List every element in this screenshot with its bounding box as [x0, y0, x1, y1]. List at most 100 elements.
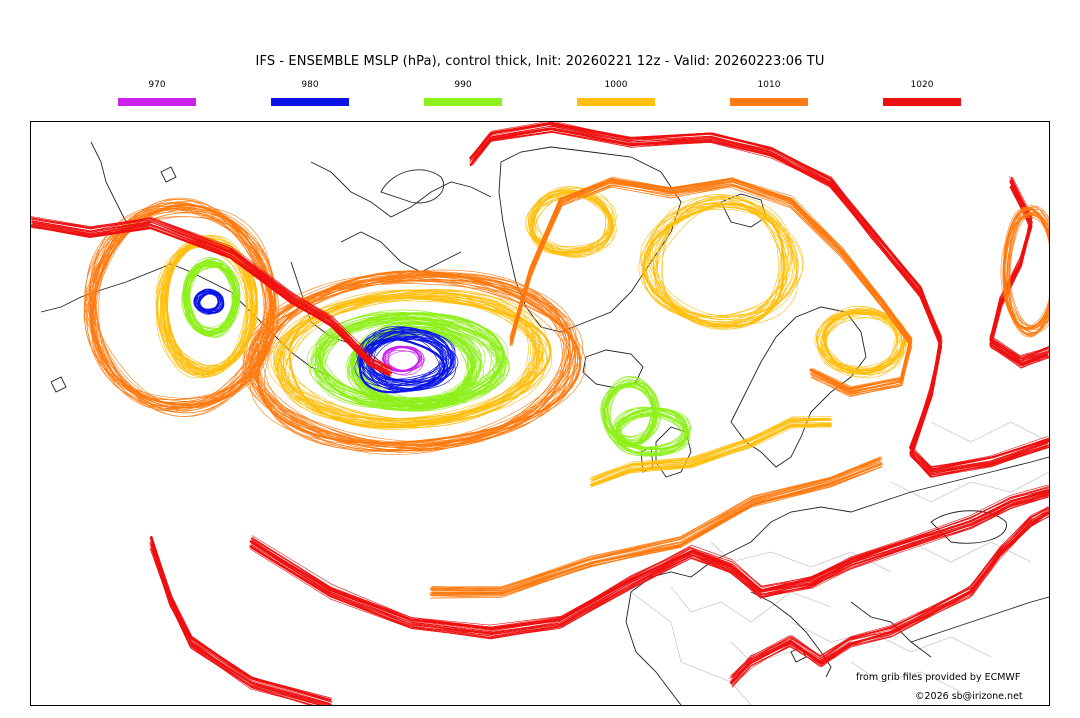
isobar-contours [31, 122, 1049, 705]
isobar-990-iceland [609, 384, 660, 446]
isobar-1000-europe [590, 422, 833, 485]
isobar-990-atlantic [355, 326, 478, 404]
isobar-1010-arctic [510, 185, 911, 394]
isobar-1010-europe [430, 461, 881, 593]
pressure-map [31, 122, 1049, 705]
isobar-1020-east [991, 182, 1049, 361]
isobar-1020-east [989, 181, 1049, 360]
isobar-1000-atlantic [278, 295, 540, 425]
isobar-1000-arctic [654, 203, 799, 325]
isobar-1000-arctic [655, 197, 798, 318]
isobar-1000-greenland [533, 195, 615, 257]
isobar-990-alaska [185, 258, 237, 330]
isobar-1020-east [991, 181, 1049, 364]
isobar-1020-arctic [469, 127, 1049, 473]
isobar-1000-europe [591, 416, 832, 478]
isobar-990-alaska [187, 266, 239, 337]
isobar-1000-greenland [531, 196, 613, 258]
legend-label: 1000 [604, 80, 628, 90]
isobar-1010-alaska [86, 207, 269, 409]
isobar-990-norwegian [618, 414, 690, 456]
isobar-1020-arctic [472, 124, 1049, 471]
isobar-1020-arctic [471, 129, 1049, 475]
isobar-1000-atlantic [267, 296, 529, 428]
isobar-990-atlantic [353, 330, 476, 408]
isobar-1020-arctic [470, 122, 1049, 470]
isobar-1000-greenland [528, 189, 610, 250]
isobar-1010-arctic [510, 184, 913, 398]
isobar-1020-mediterranean [732, 512, 1049, 683]
isobar-1000-arctic [642, 198, 787, 321]
isobar-1020-arctic [471, 129, 1049, 473]
legend-swatch [730, 98, 808, 106]
isobar-1010-europe [431, 466, 883, 596]
isobar-1020-europe [249, 493, 1049, 634]
isobar-1020-azores [151, 536, 332, 699]
isobar-1010-east-edge [1003, 214, 1049, 336]
isobar-1020-europe [249, 495, 1049, 635]
legend-swatch [577, 98, 655, 106]
isobar-990-iceland [608, 383, 659, 445]
isobar-1000-barents [821, 310, 903, 372]
isobar-990-atlantic-outer [309, 312, 499, 402]
isobar-990-alaska [183, 265, 235, 336]
isobar-970-atlantic [381, 350, 419, 375]
isobar-1020-arctic [470, 122, 1049, 468]
isobar-1000-barents [822, 313, 904, 375]
isobar-1020-mediterranean [730, 512, 1049, 683]
isobar-1000-barents [824, 308, 906, 370]
isobar-1010-arctic [509, 176, 913, 387]
chart-title: IFS - ENSEMBLE MSLP (hPa), control thick… [255, 54, 825, 69]
isobar-1010-alaska [91, 202, 273, 404]
isobar-1020-europe [251, 487, 1049, 628]
isobar-1010-east-edge [1009, 208, 1049, 330]
isobar-1000-atlantic [284, 293, 548, 424]
isobar-990-norwegian [617, 411, 689, 453]
isobar-1020-east [989, 179, 1049, 360]
isobar-1000-arctic [640, 202, 783, 326]
legend-label: 1010 [757, 80, 781, 90]
isobar-1000-barents [817, 311, 899, 373]
isobar-990-iceland [601, 379, 653, 441]
isobar-1020-north-america [32, 222, 392, 374]
isobar-990-alaska [187, 263, 239, 335]
isobar-1020-north-america [31, 217, 391, 368]
isobar-1020-mediterranean [732, 516, 1049, 686]
isobar-990-atlantic [358, 329, 480, 407]
isobar-1010-atlantic [257, 276, 579, 448]
isobar-1020-azores [149, 538, 330, 702]
isobar-1010-alaska [94, 203, 276, 405]
isobar-1020-arctic [470, 122, 1049, 468]
legend-swatch [424, 98, 502, 106]
isobar-1020-arctic [471, 128, 1049, 474]
isobar-1010-europe [431, 466, 883, 596]
isobar-990-norwegian [615, 406, 687, 448]
isobar-1020-arctic [468, 122, 1049, 471]
isobar-1020-arctic [472, 125, 1049, 472]
isobar-980-alaska [193, 291, 219, 313]
isobar-1000-alaska [161, 235, 253, 369]
isobar-1010-alaska [89, 208, 271, 411]
isobar-1020-azores [151, 546, 322, 705]
isobar-1000-europe [591, 417, 830, 479]
isobar-990-alaska [184, 263, 235, 335]
isobar-1020-europe [249, 496, 1049, 638]
isobar-990-iceland [600, 382, 652, 444]
isobar-1010-arctic [511, 181, 911, 392]
isobar-1000-europe [590, 424, 832, 486]
isobar-990-atlantic-outer [316, 322, 502, 411]
legend-swatch [271, 98, 349, 106]
isobar-1010-atlantic [243, 275, 567, 448]
isobar-990-alaska [189, 259, 241, 330]
isobar-1000-europe [591, 423, 831, 487]
isobar-1020-arctic [469, 127, 1049, 473]
isobar-1020-azores [152, 547, 315, 705]
isobar-1020-mediterranean [730, 510, 1049, 683]
isobar-1020-mediterranean [730, 513, 1049, 683]
isobar-1010-europe [432, 460, 882, 592]
isobar-1010-europe [431, 462, 882, 593]
isobar-1020-europe [251, 494, 1049, 636]
isobar-1010-atlantic [245, 279, 571, 451]
isobar-990-norwegian [610, 412, 682, 454]
isobar-990-atlantic-outer [317, 314, 503, 405]
